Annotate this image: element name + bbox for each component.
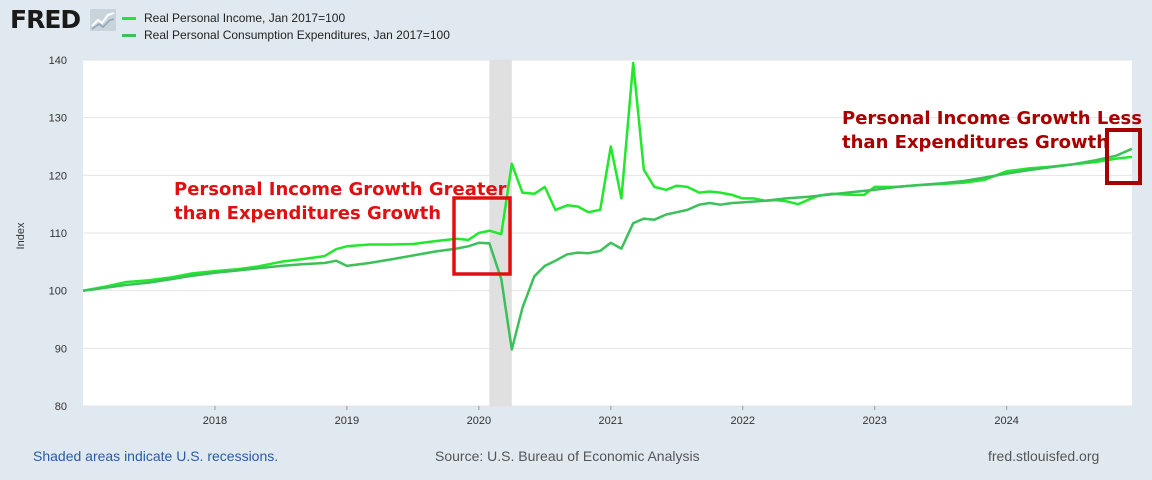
annotation-greater-line2: than Expenditures Growth (174, 203, 441, 224)
x-tick-label: 2022 (731, 415, 755, 427)
annotation-less-line2: than Expenditures Growth (842, 132, 1109, 153)
x-axis-ticks: 2018 2019 2020 2021 2022 2023 2024 (203, 406, 1019, 427)
x-tick-label: 2023 (862, 415, 886, 427)
legend-swatch-expenditures (122, 34, 136, 38)
source-text: Source: U.S. Bureau of Economic Analysis (435, 448, 700, 464)
series-line-1[interactable] (82, 147, 1133, 351)
y-axis-label: Index (15, 222, 27, 249)
recession-note-link[interactable]: Shaded areas indicate U.S. recessions. (33, 448, 279, 464)
x-tick-label: 2019 (335, 415, 359, 427)
y-tick-label: 100 (49, 286, 67, 298)
highlight-box-greater (452, 196, 512, 276)
y-tick-label: 80 (55, 401, 67, 413)
annotation-less-line1: Personal Income Growth Less (842, 108, 1142, 129)
highlight-box-less (1105, 128, 1142, 185)
y-tick-label: 120 (49, 170, 67, 182)
annotation-greater: Personal Income Growth Greater than Expe… (174, 179, 513, 224)
y-tick-label: 140 (49, 55, 67, 67)
x-tick-label: 2020 (467, 415, 491, 427)
y-tick-label: 130 (49, 113, 67, 125)
y-tick-label: 90 (55, 343, 67, 355)
series-lines (82, 61, 1133, 351)
y-axis-ticks: 80 90 100 110 120 130 140 (49, 55, 67, 413)
annotation-greater-line1: Personal Income Growth Greater (174, 179, 507, 200)
x-tick-label: 2018 (203, 415, 227, 427)
site-url[interactable]: fred.stlouisfed.org (988, 448, 1100, 464)
x-tick-label: 2024 (994, 415, 1018, 427)
legend-swatch-income (122, 17, 136, 21)
grid-lines (83, 59, 1132, 407)
annotation-less: Personal Income Growth Less than Expendi… (842, 108, 1148, 153)
header: FRED Real Personal Income, Jan 2017=100 … (0, 0, 1152, 50)
x-tick-label: 2021 (599, 415, 623, 427)
fred-logo[interactable]: FRED (10, 5, 81, 34)
legend-item-expenditures[interactable]: Real Personal Consumption Expenditures, … (122, 28, 450, 42)
chart-trend-icon (90, 9, 116, 31)
legend-label-income: Real Personal Income, Jan 2017=100 (144, 11, 346, 25)
legend-label-expenditures: Real Personal Consumption Expenditures, … (144, 28, 450, 42)
legend-item-income[interactable]: Real Personal Income, Jan 2017=100 (122, 11, 345, 25)
y-tick-label: 110 (49, 228, 67, 240)
